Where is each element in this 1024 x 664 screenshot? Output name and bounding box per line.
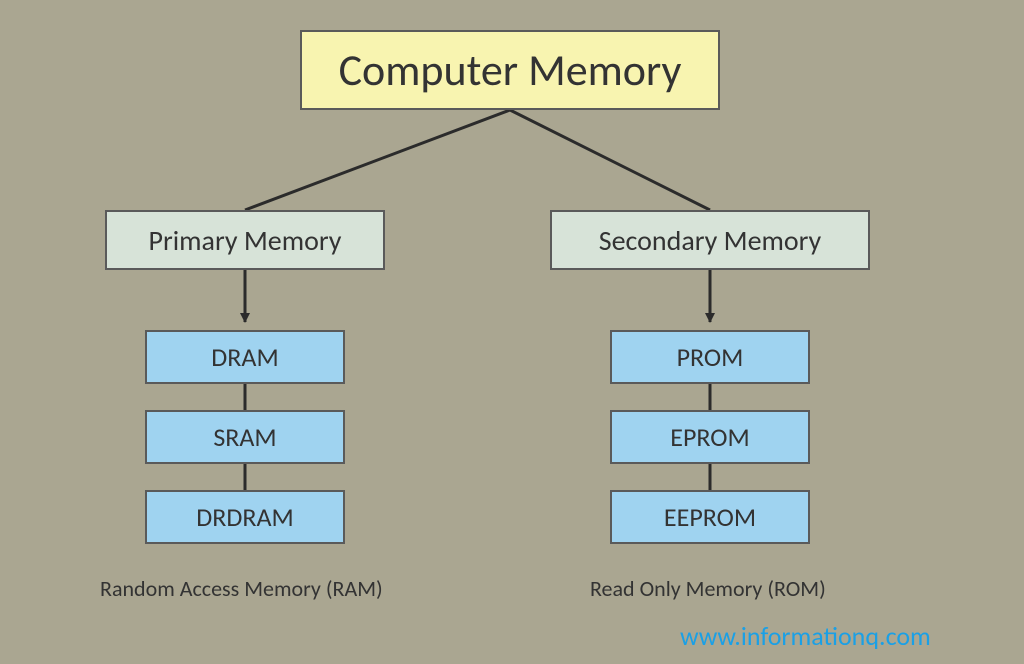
primary-label: Primary Memory: [149, 223, 342, 258]
prom-label: PROM: [677, 341, 744, 373]
sram-label: SRAM: [213, 421, 276, 453]
ram-caption-text: Random Access Memory (RAM): [100, 575, 383, 602]
root-node: Computer Memory: [300, 30, 720, 110]
eprom-label: EPROM: [670, 421, 749, 453]
source-link-text: www.informationq.com: [680, 620, 931, 652]
drdram-label: DRDRAM: [196, 501, 294, 533]
rom-caption: Read Only Memory (ROM): [590, 575, 826, 602]
ram-caption: Random Access Memory (RAM): [100, 575, 383, 602]
secondary-label: Secondary Memory: [599, 223, 821, 258]
secondary-memory-node: Secondary Memory: [550, 210, 870, 270]
root-label: Computer Memory: [339, 43, 682, 97]
eeprom-label: EEPROM: [664, 501, 756, 533]
drdram-node: DRDRAM: [145, 490, 345, 544]
dram-node: DRAM: [145, 330, 345, 384]
sram-node: SRAM: [145, 410, 345, 464]
primary-memory-node: Primary Memory: [105, 210, 385, 270]
eeprom-node: EEPROM: [610, 490, 810, 544]
connector-line: [245, 110, 510, 210]
diagram-canvas: Computer Memory Primary Memory Secondary…: [0, 0, 1024, 664]
source-link[interactable]: www.informationq.com: [680, 620, 931, 652]
eprom-node: EPROM: [610, 410, 810, 464]
dram-label: DRAM: [211, 341, 278, 373]
prom-node: PROM: [610, 330, 810, 384]
connector-line: [510, 110, 710, 210]
rom-caption-text: Read Only Memory (ROM): [590, 575, 826, 602]
